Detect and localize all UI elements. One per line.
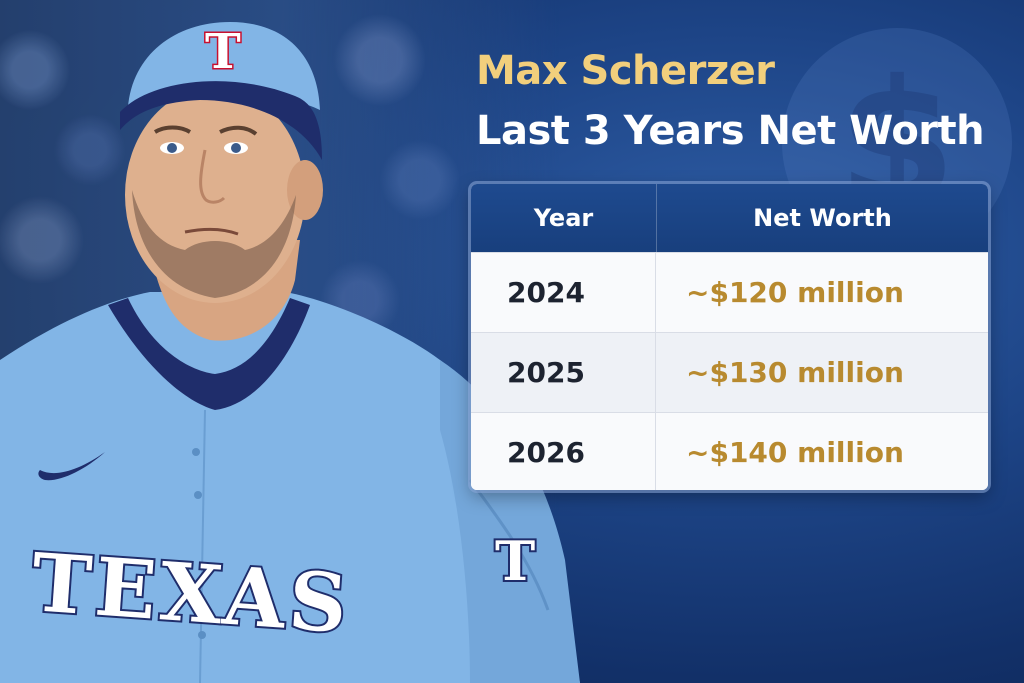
cell-year: 2024 bbox=[471, 253, 656, 332]
cap-logo: T bbox=[205, 24, 241, 80]
net-worth-table: Year Net Worth 2024 ~$120 million 2025 ~… bbox=[471, 184, 988, 490]
table-row: 2026 ~$140 million bbox=[471, 412, 988, 490]
ear bbox=[287, 160, 323, 220]
cell-year: 2025 bbox=[471, 333, 656, 412]
cell-year: 2026 bbox=[471, 413, 656, 490]
header-year: Year bbox=[471, 184, 657, 252]
page-subtitle: Last 3 Years Net Worth bbox=[476, 108, 985, 154]
header-net-worth: Net Worth bbox=[753, 204, 892, 232]
player-name-title: Max Scherzer bbox=[476, 48, 775, 94]
cap-brim bbox=[120, 81, 322, 160]
cell-net-worth: ~$140 million bbox=[686, 436, 904, 469]
table-header-row: Year Net Worth bbox=[471, 184, 988, 252]
cell-net-worth: ~$120 million bbox=[686, 276, 904, 309]
beard bbox=[132, 190, 296, 298]
cell-net-worth: ~$130 million bbox=[686, 356, 904, 389]
collar bbox=[108, 298, 310, 410]
table-row: 2025 ~$130 million bbox=[471, 332, 988, 412]
swoosh-logo-icon bbox=[38, 452, 105, 481]
sleeve-letter: T bbox=[495, 529, 535, 593]
table-row: 2024 ~$120 million bbox=[471, 252, 988, 332]
jersey bbox=[0, 292, 580, 683]
